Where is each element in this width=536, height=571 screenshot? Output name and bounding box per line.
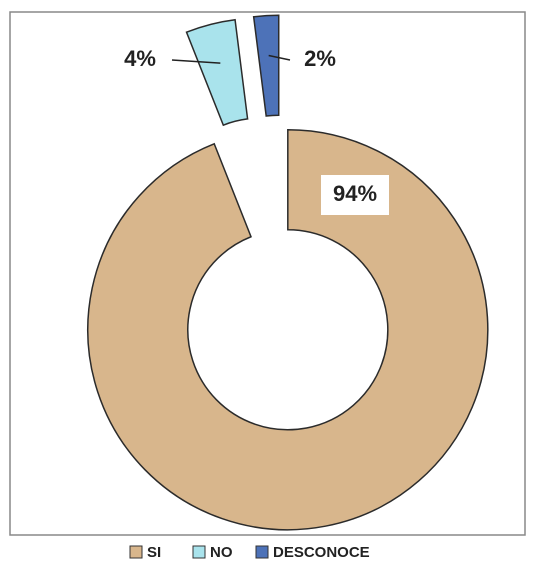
legend-label: DESCONOCE [273,544,370,561]
value-label: 94% [333,181,377,206]
legend-swatch [129,545,143,559]
legend-label: SI [147,544,161,561]
value-label: 4% [124,46,156,71]
donut-slice [87,128,489,531]
leader-line [171,59,221,64]
legend-swatch [192,545,206,559]
leader-line [268,54,291,61]
donut-slice [252,14,280,117]
legend-swatch [255,545,269,559]
value-label-box [321,175,389,215]
legend-label: NO [210,544,233,561]
value-label: 2% [304,46,336,71]
donut-slice [185,18,249,127]
